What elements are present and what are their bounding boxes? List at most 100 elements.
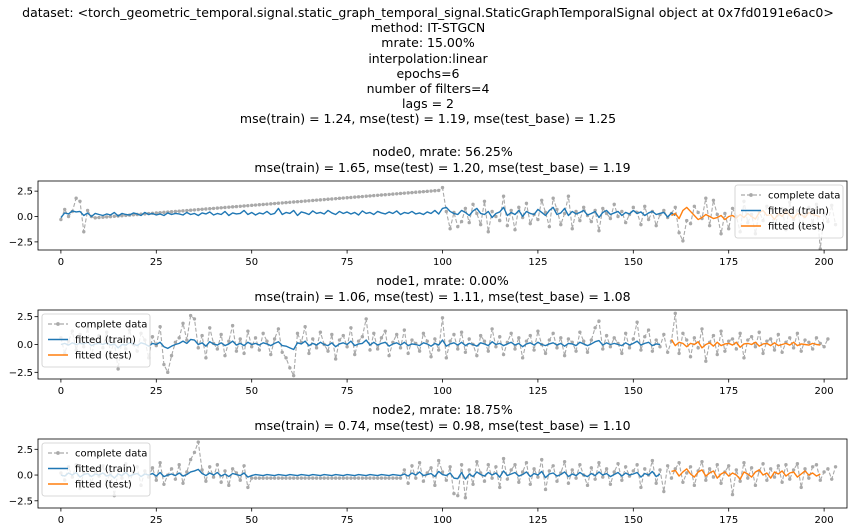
data-point xyxy=(688,355,693,359)
data-point xyxy=(547,469,552,473)
data-point xyxy=(410,190,414,195)
data-point xyxy=(326,476,330,480)
data-point xyxy=(314,346,319,350)
series-line xyxy=(60,468,661,480)
legend-box xyxy=(41,442,151,497)
series-line xyxy=(60,313,829,378)
data-point xyxy=(364,476,368,480)
data-point xyxy=(204,479,208,483)
data-point xyxy=(658,345,662,349)
data-point xyxy=(749,466,754,470)
series-complete-data xyxy=(59,185,838,250)
data-point xyxy=(303,324,307,329)
data-point xyxy=(349,476,353,480)
data-point xyxy=(368,348,372,352)
data-point xyxy=(356,476,361,480)
data-point xyxy=(402,328,407,332)
data-point xyxy=(337,476,342,480)
subplot-node1: node1, mrate: 0.00%mse(train) = 1.06, ms… xyxy=(9,273,848,397)
data-point xyxy=(475,211,479,216)
data-point xyxy=(509,208,513,213)
data-point xyxy=(104,215,109,219)
data-point xyxy=(822,470,826,474)
data-point xyxy=(398,191,403,196)
data-point xyxy=(662,208,666,213)
data-point xyxy=(635,463,639,467)
data-point xyxy=(284,356,288,360)
suptitle-line: dataset: <torch_geometric_temporal.signa… xyxy=(22,5,834,20)
x-tick-label: 0 xyxy=(58,257,64,268)
figure-suptitle: dataset: <torch_geometric_temporal.signa… xyxy=(0,5,856,127)
data-point xyxy=(501,194,506,198)
data-point xyxy=(410,464,414,468)
data-point xyxy=(448,226,452,231)
data-point xyxy=(486,349,490,353)
data-point xyxy=(551,464,555,468)
data-point xyxy=(211,475,216,479)
data-point xyxy=(490,209,494,214)
data-point xyxy=(555,207,559,212)
series-fitted-test- xyxy=(670,339,821,349)
data-point xyxy=(353,195,357,199)
data-point xyxy=(643,335,647,339)
legend-item: fitted (test) xyxy=(48,351,132,362)
data-point xyxy=(799,485,803,490)
data-point xyxy=(620,351,624,356)
legend-box xyxy=(734,184,844,239)
data-point xyxy=(456,347,460,351)
data-point xyxy=(662,489,666,494)
series-line xyxy=(60,338,661,351)
data-point xyxy=(284,200,288,205)
data-point xyxy=(154,211,158,215)
legend-label: complete data xyxy=(75,320,147,331)
x-tick-label: 100 xyxy=(433,515,452,526)
data-point xyxy=(223,469,227,473)
data-point xyxy=(192,208,197,212)
data-point xyxy=(429,355,433,359)
data-point xyxy=(704,359,708,363)
data-point xyxy=(188,313,193,318)
data-point xyxy=(269,476,273,480)
x-tick-label: 200 xyxy=(815,515,834,526)
data-point xyxy=(543,351,548,356)
data-point xyxy=(433,483,437,488)
data-point xyxy=(734,347,739,351)
data-point xyxy=(177,209,181,213)
data-point xyxy=(265,339,269,343)
data-point xyxy=(494,214,498,219)
data-point xyxy=(63,207,67,212)
data-point xyxy=(559,336,563,340)
data-point xyxy=(501,456,506,461)
data-point xyxy=(288,366,292,370)
data-point xyxy=(318,198,323,202)
data-point xyxy=(383,329,387,333)
data-point xyxy=(261,476,265,480)
data-point xyxy=(196,207,200,212)
data-point xyxy=(59,217,63,222)
data-point xyxy=(597,460,601,465)
data-point xyxy=(547,224,552,229)
legend-marker xyxy=(56,322,60,326)
data-point xyxy=(322,476,326,480)
data-point xyxy=(234,349,239,353)
data-point xyxy=(307,476,311,480)
legend-item: complete data xyxy=(741,191,840,202)
legend-item: fitted (train) xyxy=(741,206,829,217)
suptitle-line: epochs=6 xyxy=(396,65,460,81)
data-point xyxy=(646,328,651,332)
data-point xyxy=(261,331,265,336)
data-point xyxy=(654,223,658,228)
data-point xyxy=(436,348,441,352)
data-point xyxy=(272,476,277,480)
x-tick-label: 150 xyxy=(624,515,643,526)
data-point xyxy=(345,196,349,200)
data-point xyxy=(532,467,536,471)
data-point xyxy=(768,337,773,341)
data-point xyxy=(272,201,277,206)
data-point xyxy=(158,460,162,465)
x-tick-label: 125 xyxy=(528,257,547,268)
y-tick-label: 2.5 xyxy=(17,445,33,456)
data-point xyxy=(391,192,395,196)
data-point xyxy=(719,329,723,333)
